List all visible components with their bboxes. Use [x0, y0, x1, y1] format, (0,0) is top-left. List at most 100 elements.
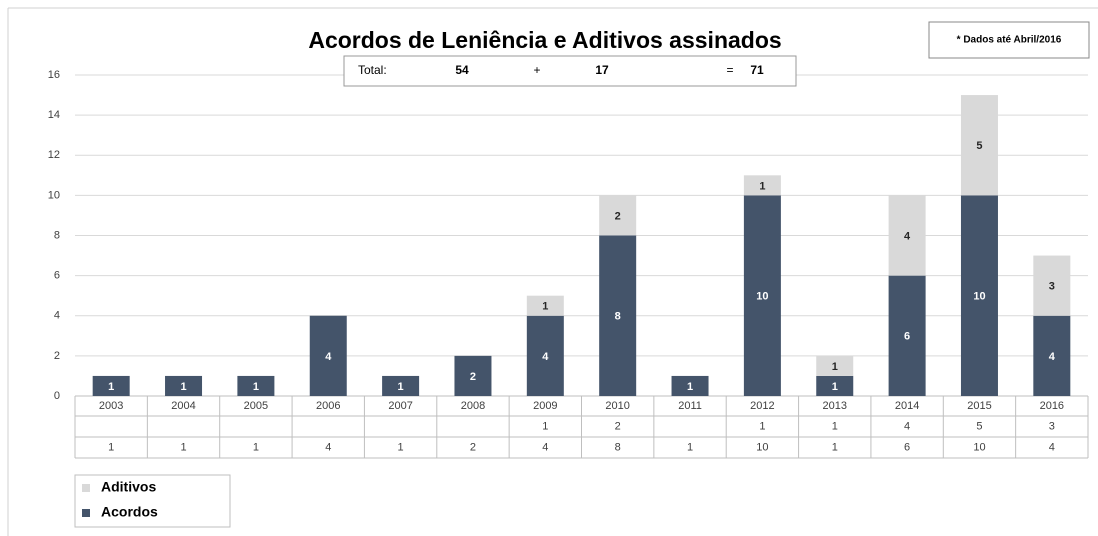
y-tick-label: 16 — [48, 69, 60, 81]
bar — [165, 375, 203, 396]
bar-value-label: 4 — [1049, 351, 1056, 363]
bar — [888, 195, 926, 276]
y-tick-label: 14 — [48, 109, 60, 121]
bar — [526, 295, 564, 316]
bar-value-label: 1 — [398, 381, 404, 393]
y-tick-label: 0 — [54, 390, 60, 402]
bar-value-label: 1 — [759, 180, 765, 192]
table-cell: 2 — [470, 441, 476, 453]
x-tick-label: 2005 — [244, 400, 268, 412]
chart-title: Acordos de Leniência e Aditivos assinado… — [308, 27, 781, 53]
table-cell: 4 — [1049, 441, 1055, 453]
legend-swatch — [82, 484, 90, 492]
total-acordos: 54 — [455, 63, 469, 77]
bar — [526, 315, 564, 396]
table-cell: 10 — [756, 441, 768, 453]
table-cell: 8 — [615, 441, 621, 453]
note-box — [928, 21, 1090, 59]
bar-value-label: 4 — [542, 351, 549, 363]
bar — [599, 195, 637, 236]
bar-value-label: 2 — [615, 210, 621, 222]
bar — [1033, 315, 1071, 396]
y-tick-label: 12 — [48, 149, 60, 161]
x-tick-label: 2004 — [171, 400, 195, 412]
table-cell: 1 — [832, 420, 838, 432]
total-aditivos: 17 — [595, 63, 609, 77]
y-tick-label: 6 — [54, 270, 60, 282]
bar — [743, 195, 781, 396]
legend-label: Aditivos — [101, 479, 156, 495]
table-cell: 6 — [904, 441, 910, 453]
total-sum: 71 — [750, 63, 764, 77]
bar-value-label: 10 — [973, 291, 985, 303]
table-cell: 10 — [973, 441, 985, 453]
table-cell: 1 — [180, 441, 186, 453]
total-box — [343, 55, 797, 87]
x-tick-label: 2013 — [823, 400, 847, 412]
legend-box — [74, 474, 231, 528]
y-tick-label: 4 — [54, 310, 60, 322]
bar-value-label: 1 — [542, 301, 548, 313]
bar — [960, 195, 998, 396]
bar — [599, 235, 637, 396]
legend-label: Acordos — [101, 504, 158, 520]
bar — [816, 355, 854, 376]
bar — [454, 355, 492, 396]
bar-value-label: 1 — [832, 361, 838, 373]
bar — [743, 175, 781, 196]
x-tick-label: 2008 — [461, 400, 485, 412]
bar — [960, 95, 998, 196]
bar-value-label: 1 — [108, 381, 114, 393]
total-equals: = — [726, 63, 733, 77]
x-tick-label: 2012 — [750, 400, 774, 412]
bar-value-label: 1 — [253, 381, 259, 393]
bar-value-label: 4 — [325, 351, 332, 363]
y-tick-label: 2 — [54, 350, 60, 362]
total-label: Total: — [358, 63, 387, 77]
bar — [237, 375, 275, 396]
bar-value-label: 5 — [976, 140, 982, 152]
bar — [816, 375, 854, 396]
bar-value-label: 1 — [687, 381, 693, 393]
table-cell: 1 — [687, 441, 693, 453]
note: * Dados até Abril/2016 — [957, 35, 1062, 46]
table-cell: 4 — [325, 441, 331, 453]
bar-value-label: 3 — [1049, 281, 1055, 293]
bar — [382, 375, 420, 396]
x-tick-label: 2010 — [605, 400, 629, 412]
y-tick-label: 8 — [54, 229, 60, 241]
table-cell: 1 — [542, 420, 548, 432]
table-cell: 1 — [398, 441, 404, 453]
x-tick-label: 2003 — [99, 400, 123, 412]
table-cell: 4 — [542, 441, 548, 453]
legend-swatch — [82, 509, 90, 517]
total-plus: + — [533, 63, 540, 77]
bar-value-label: 4 — [904, 230, 911, 242]
table-cell: 5 — [976, 420, 982, 432]
bar-value-label: 6 — [904, 331, 910, 343]
table-cell: 1 — [108, 441, 114, 453]
x-tick-label: 2016 — [1040, 400, 1064, 412]
bar — [671, 375, 709, 396]
bar — [888, 275, 926, 396]
y-tick-label: 10 — [48, 189, 60, 201]
bar-value-label: 8 — [615, 311, 621, 323]
table-cell: 4 — [904, 420, 910, 432]
x-tick-label: 2009 — [533, 400, 557, 412]
bar-value-label: 1 — [832, 381, 838, 393]
bar — [1033, 255, 1071, 316]
x-tick-label: 2015 — [967, 400, 991, 412]
table-cell: 2 — [615, 420, 621, 432]
table-cell: 1 — [832, 441, 838, 453]
bar-value-label: 10 — [756, 291, 768, 303]
bar — [309, 315, 347, 396]
bar-value-label: 1 — [180, 381, 186, 393]
x-tick-label: 2007 — [388, 400, 412, 412]
bar — [92, 375, 130, 396]
x-tick-label: 2014 — [895, 400, 919, 412]
bar-value-label: 2 — [470, 371, 476, 383]
table-cell: 1 — [759, 420, 765, 432]
table-cell: 3 — [1049, 420, 1055, 432]
x-tick-label: 2011 — [678, 400, 702, 412]
